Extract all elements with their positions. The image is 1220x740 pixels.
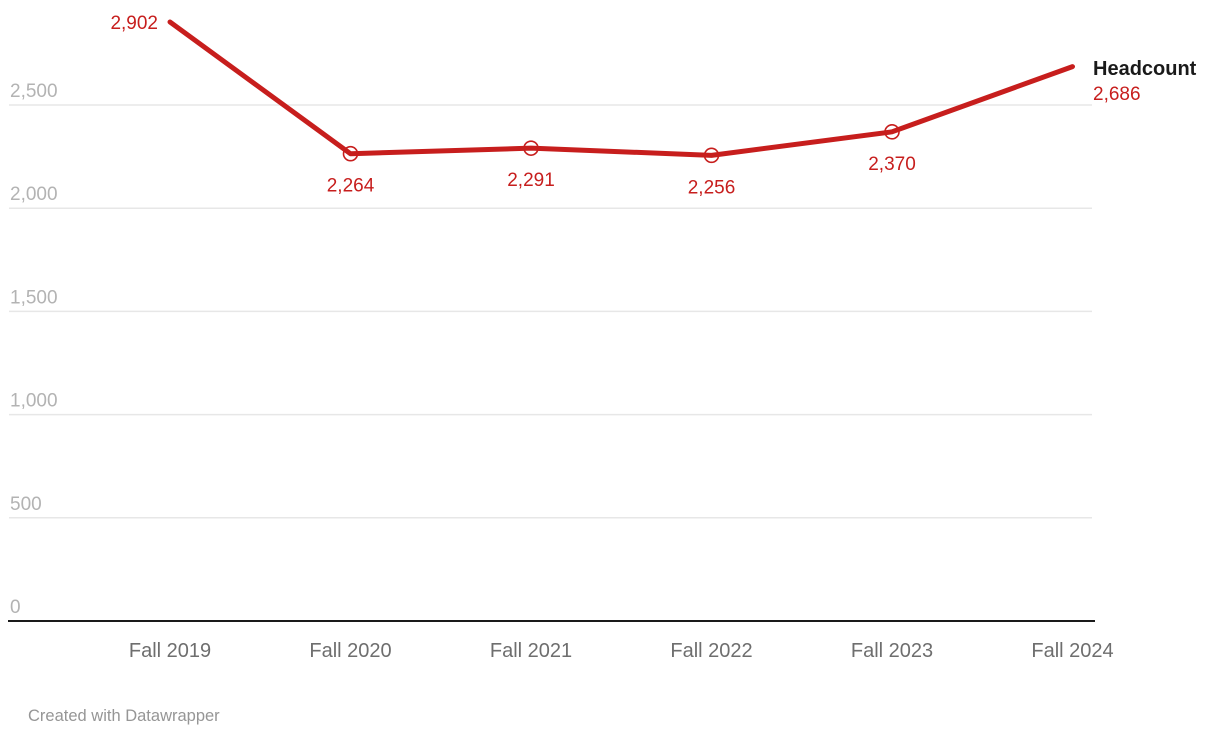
x-tick-label: Fall 2022 bbox=[670, 640, 752, 662]
x-tick-label: Fall 2023 bbox=[851, 640, 933, 662]
y-tick-label: 500 bbox=[10, 494, 42, 515]
value-label: 2,264 bbox=[327, 176, 375, 197]
y-tick-label: 1,500 bbox=[10, 287, 58, 308]
value-label: 2,902 bbox=[110, 13, 158, 34]
x-tick-label: Fall 2021 bbox=[490, 640, 572, 662]
y-tick-label: 0 bbox=[10, 597, 21, 618]
headcount-line bbox=[167, 19, 1075, 158]
y-tick-label: 1,000 bbox=[10, 391, 58, 412]
data-point-marker bbox=[523, 140, 539, 156]
y-tick-label: 2,000 bbox=[10, 184, 58, 205]
data-point-marker bbox=[703, 147, 720, 164]
series-legend-value: 2,686 bbox=[1093, 84, 1141, 105]
x-tick-label: Fall 2024 bbox=[1031, 640, 1113, 662]
x-tick-label: Fall 2020 bbox=[309, 640, 391, 662]
attribution-text: Created with Datawrapper bbox=[28, 707, 220, 725]
series-legend-name: Headcount bbox=[1093, 58, 1197, 80]
value-label: 2,370 bbox=[868, 154, 916, 175]
series-legend: Headcount 2,686 bbox=[1093, 56, 1196, 108]
data-point-marker bbox=[342, 145, 359, 162]
x-tick-label: Fall 2019 bbox=[129, 640, 211, 662]
data-point-marker bbox=[884, 124, 900, 140]
value-label: 2,256 bbox=[688, 177, 736, 198]
value-label: 2,291 bbox=[507, 170, 555, 191]
y-tick-label: 2,500 bbox=[10, 81, 58, 102]
